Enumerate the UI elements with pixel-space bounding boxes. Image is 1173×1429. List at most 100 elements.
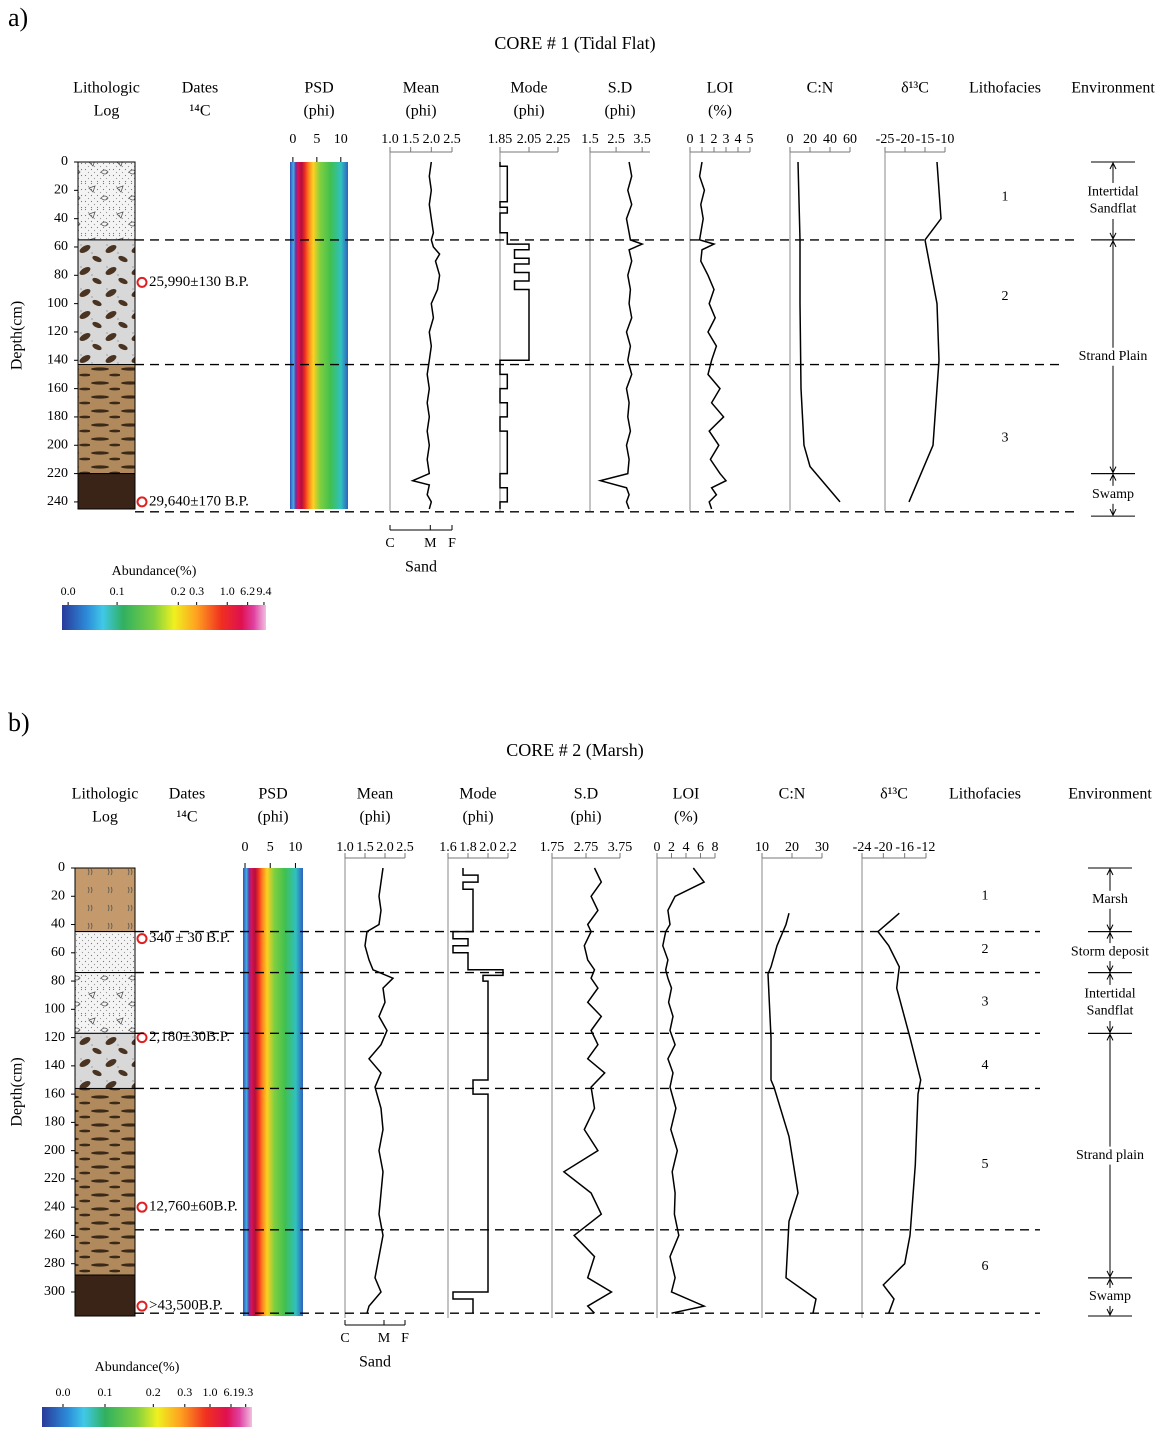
x-tick-label: -25 xyxy=(876,132,895,147)
x-tick-label: 2.2 xyxy=(499,840,517,855)
y-tick-label: 160 xyxy=(44,1086,65,1101)
colorbar-tick-label: 9.4 xyxy=(256,584,271,598)
profile-line xyxy=(499,162,530,509)
column-header: Log xyxy=(94,103,120,120)
y-tick-label: 200 xyxy=(44,1143,65,1158)
sand-label: C xyxy=(385,536,394,551)
y-tick-label: 60 xyxy=(51,945,65,960)
column-header: Log xyxy=(92,809,118,826)
column-header: (phi) xyxy=(513,103,544,120)
column-header: (%) xyxy=(708,103,732,120)
lithology-unit xyxy=(77,473,136,510)
sand-label: C xyxy=(340,1331,349,1346)
lithology-unit xyxy=(77,161,136,241)
x-tick-label: 0 xyxy=(687,132,694,147)
y-tick-label: 20 xyxy=(54,183,68,198)
lithofacies-label: 6 xyxy=(982,1259,989,1274)
environment-arrow xyxy=(1106,1033,1114,1278)
x-tick-label: 2.25 xyxy=(546,132,571,147)
x-tick-label: 3.75 xyxy=(608,840,633,855)
x-tick-label: 2.5 xyxy=(443,132,461,147)
profile-line xyxy=(876,912,922,1314)
x-tick-label: 2.05 xyxy=(517,132,542,147)
x-tick-label: 1.75 xyxy=(540,840,565,855)
column-header: Lithofacies xyxy=(949,786,1021,803)
column-header: Mode xyxy=(510,80,547,97)
y-tick-label: 0 xyxy=(61,154,68,169)
environment-arrow xyxy=(1106,867,1114,932)
y-tick-label: 140 xyxy=(47,353,68,368)
environment-label-bg xyxy=(1062,1146,1158,1165)
x-tick-label: 1 xyxy=(699,132,706,147)
x-tick-label: 8 xyxy=(712,840,719,855)
x-tick-label: 5 xyxy=(267,840,274,855)
x-tick-label: 2.5 xyxy=(396,840,414,855)
lithology-unit xyxy=(74,867,136,933)
panel-label: b) xyxy=(8,708,30,737)
x-tick-label: 10 xyxy=(755,840,769,855)
sand-title: Sand xyxy=(405,559,437,576)
lithology-unit xyxy=(74,1087,136,1276)
column-header: (phi) xyxy=(570,809,601,826)
x-tick-label: -16 xyxy=(895,840,914,855)
x-tick-label: 2.5 xyxy=(607,132,625,147)
column-header: δ¹³C xyxy=(880,786,908,803)
x-tick-label: 3.5 xyxy=(633,132,651,147)
x-tick-label: 6 xyxy=(697,840,704,855)
core-title: CORE # 2 (Marsh) xyxy=(506,740,644,761)
column-header: (phi) xyxy=(405,103,436,120)
date-label: 2,180±30B.P. xyxy=(149,1029,230,1045)
date-marker xyxy=(136,1300,148,1312)
date-label: 12,760±60B.P. xyxy=(149,1199,238,1215)
date-marker xyxy=(136,933,148,945)
colorbar-tick-label: 0.2 xyxy=(146,1385,161,1399)
environment-label-bg xyxy=(1062,984,1158,1021)
colorbar-tick-label: 1.0 xyxy=(203,1385,218,1399)
column-header: PSD xyxy=(304,80,333,97)
x-tick-label: 2.0 xyxy=(479,840,497,855)
x-tick-label: -12 xyxy=(917,840,936,855)
column-header: Mean xyxy=(403,80,439,97)
x-tick-label: 20 xyxy=(785,840,799,855)
date-label: 29,640±170 B.P. xyxy=(149,493,249,509)
y-axis-label: Depth(cm) xyxy=(9,301,26,370)
profile-line xyxy=(908,161,942,503)
y-tick-label: 100 xyxy=(47,296,68,311)
x-tick-label: 0 xyxy=(289,132,296,147)
y-tick-label: 180 xyxy=(47,409,68,424)
y-tick-label: 20 xyxy=(51,888,65,903)
x-tick-label: 1.85 xyxy=(488,132,513,147)
profile-line xyxy=(562,867,613,1314)
environment-label-bg xyxy=(1062,890,1158,909)
x-tick-label: 1.8 xyxy=(459,840,477,855)
environment-arrow xyxy=(1109,239,1117,474)
column-header: (phi) xyxy=(303,103,334,120)
x-tick-label: -20 xyxy=(896,132,915,147)
y-tick-label: 200 xyxy=(47,437,68,452)
date-marker xyxy=(136,496,148,508)
environment-arrow xyxy=(1106,931,1114,973)
profile-line xyxy=(767,913,817,1314)
y-tick-label: 40 xyxy=(54,211,68,226)
lithofacies-label: 4 xyxy=(982,1058,989,1073)
column-header: (phi) xyxy=(462,809,493,826)
x-tick-label: 5 xyxy=(313,132,320,147)
y-tick-label: 260 xyxy=(44,1228,65,1243)
lithofacies-label: 5 xyxy=(982,1157,989,1172)
lithology-unit xyxy=(74,1274,136,1317)
sand-label: F xyxy=(448,536,456,551)
psd-heatmap xyxy=(243,868,303,1316)
date-marker xyxy=(136,276,148,288)
colorbar xyxy=(62,605,266,630)
column-header: Mode xyxy=(459,786,496,803)
date-marker xyxy=(136,1032,148,1044)
x-tick-label: 30 xyxy=(815,840,829,855)
column-header: ¹⁴C xyxy=(176,809,197,826)
y-tick-label: 280 xyxy=(44,1256,65,1271)
x-tick-label: -24 xyxy=(853,840,872,855)
x-tick-label: 2.75 xyxy=(574,840,599,855)
profile-line xyxy=(410,161,441,510)
y-tick-label: 240 xyxy=(44,1199,65,1214)
